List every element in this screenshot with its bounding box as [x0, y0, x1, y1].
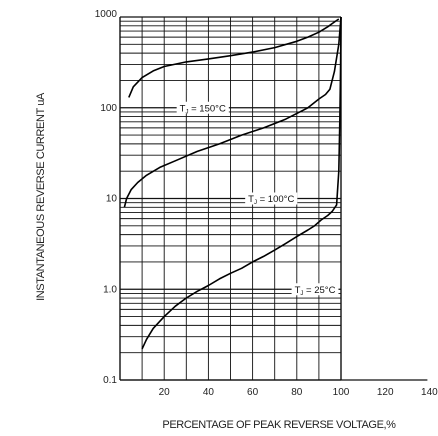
series-line-2: [141, 16, 342, 350]
series-label-text: TJ = 100°C: [248, 194, 294, 206]
x-tick-label: 100: [333, 387, 350, 398]
series-label-0: TJ = 150°C: [176, 101, 229, 115]
y-tick-label: 1000: [95, 9, 118, 20]
series-label-2: TJ = 25°C: [291, 283, 339, 297]
series-label-1: TJ = 100°C: [245, 192, 298, 206]
y-tick-label: 10: [106, 194, 118, 205]
series-label-text: TJ = 150°C: [180, 103, 226, 115]
grid: [119, 16, 428, 381]
tick-labels: 20 40 60 80 100 120 140 0.1 1.0 10 100 1000: [95, 9, 438, 398]
y-tick-label: 100: [100, 103, 117, 114]
series-line-0: [128, 18, 340, 98]
series-label-bg: [176, 101, 229, 114]
series-line-1: [123, 16, 342, 208]
curve-labels: TJ = 150°C TJ = 100°C TJ = 25°C: [176, 101, 339, 297]
curves: [123, 16, 342, 350]
y-tick-label: 1.0: [103, 284, 117, 295]
series-label-bg: [291, 283, 339, 296]
x-axis-label: PERCENTAGE OF PEAK REVERSE VOLTAGE,%: [162, 419, 396, 431]
series-label-text: TJ = 25°C: [295, 285, 336, 297]
x-tick-label: 140: [421, 387, 438, 398]
x-tick-label: 120: [377, 387, 394, 398]
x-tick-label: 60: [247, 387, 259, 398]
x-tick-label: 80: [291, 387, 303, 398]
y-tick-label: 0.1: [103, 375, 117, 386]
y-axis-label: INSTANTANEOUS REVERSE CURRENT uA: [35, 92, 47, 301]
x-tick-label: 20: [159, 387, 171, 398]
series-label-bg: [245, 192, 298, 205]
x-tick-label: 40: [203, 387, 215, 398]
